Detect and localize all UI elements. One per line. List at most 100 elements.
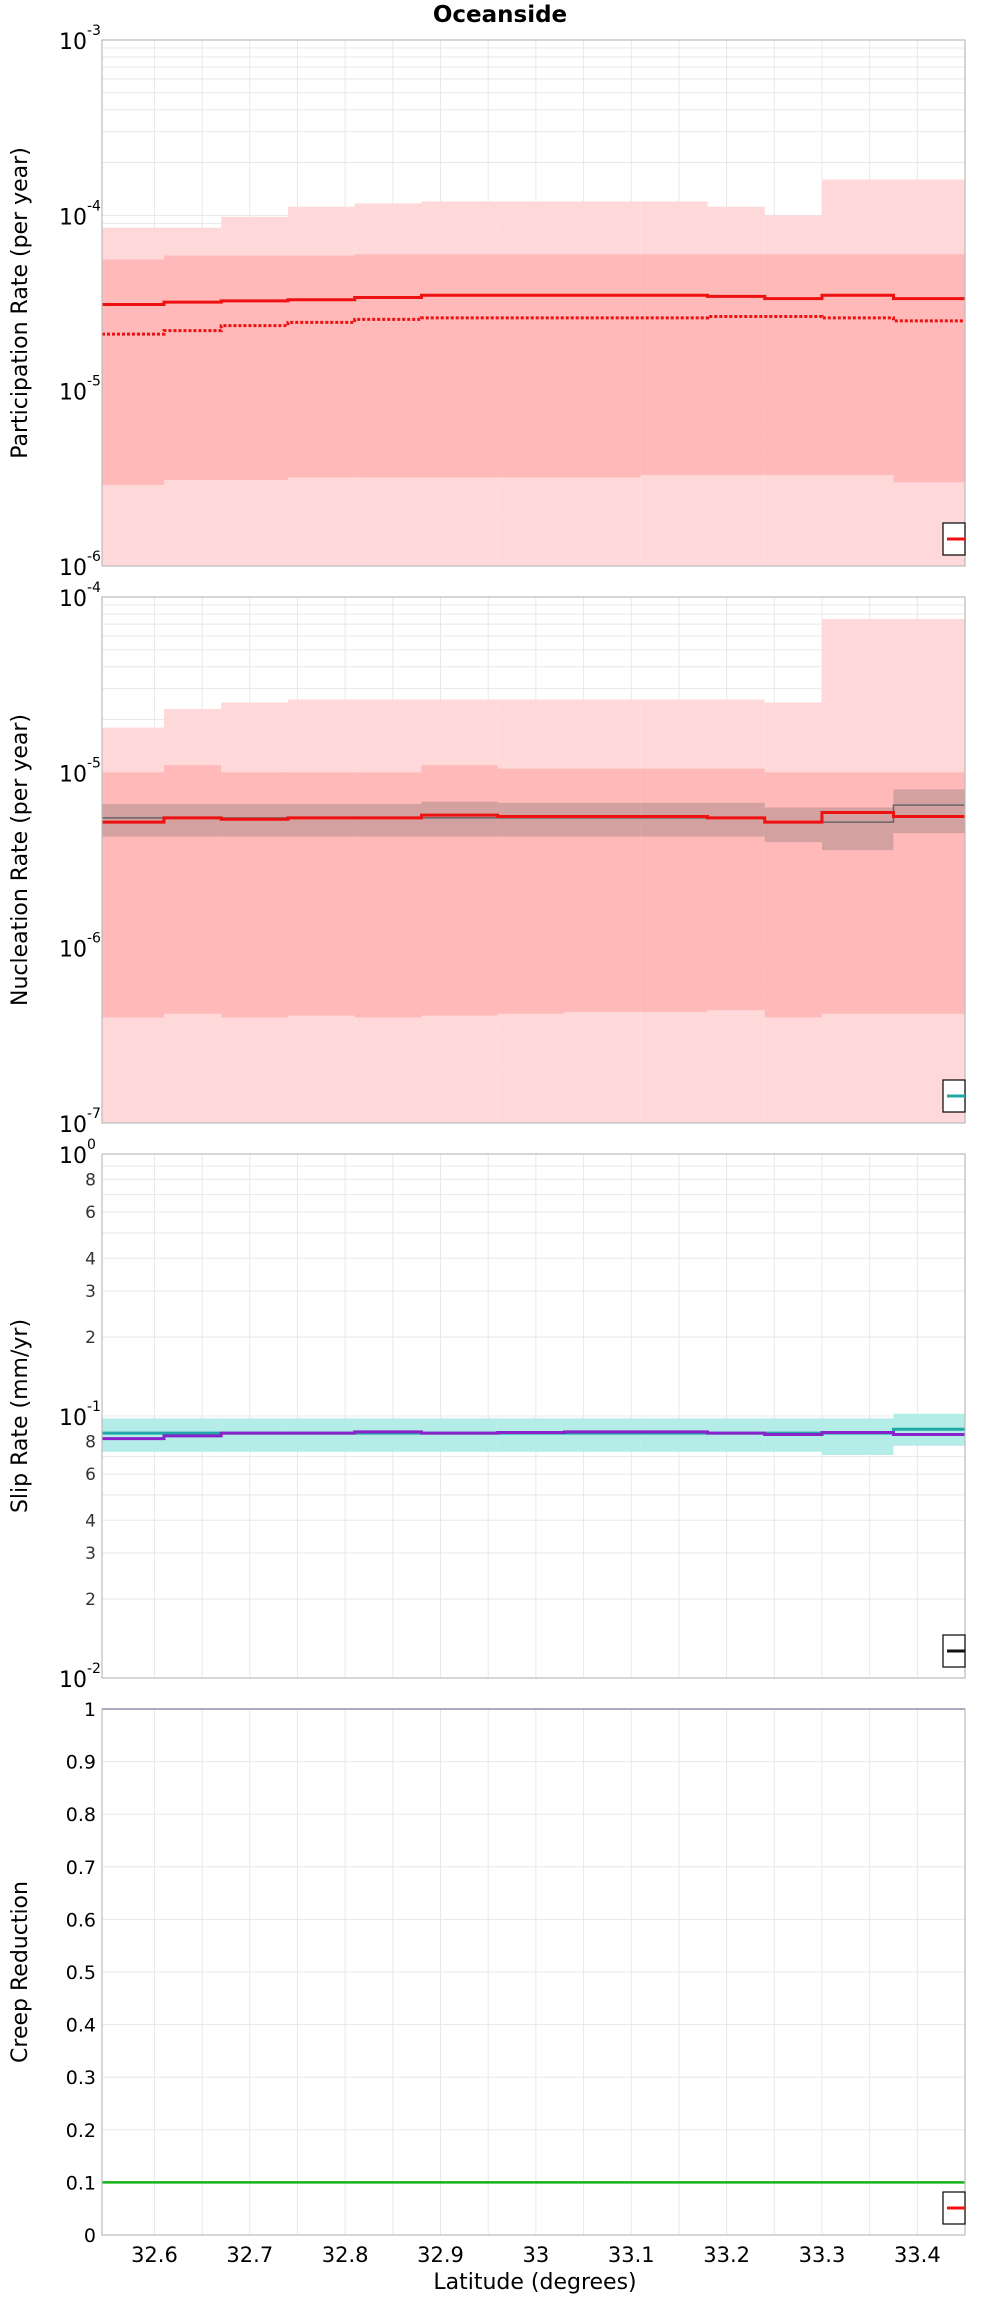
nucleation-band-segment [102, 772, 164, 1018]
slip-y-minor-tick-label: 8 [85, 1432, 96, 1452]
participation-y-tick-label: 10-3 [59, 23, 101, 55]
creep-x-tick-label: 33.3 [799, 2243, 846, 2267]
nucleation-95-bounds-band [102, 765, 965, 1018]
participation-y-tick-base: 10 [59, 30, 87, 55]
nucleation-band-segment [497, 802, 565, 837]
participation-band-segment [893, 254, 965, 483]
slip-y-tick-exp: 0 [87, 1137, 96, 1153]
creep-x-tick-label: 33.4 [894, 2243, 941, 2267]
slip-y-minor-tick-label: 2 [85, 1590, 96, 1610]
nucleation-target-bounds-band [102, 789, 965, 851]
creep-panel: 0 0.1 0.2 0.3 0.4 0.5 0.6 0.7 0.8 0.9 1 32.6 32.7 32.… [8, 1699, 966, 2267]
participation-95-bounds-band [102, 254, 965, 485]
participation-band-segment [163, 255, 222, 480]
creep-legend [942, 2191, 966, 2225]
slip-y-minor-tick-label: 6 [85, 1465, 96, 1485]
creep-x-tick-label: 32.7 [226, 2243, 273, 2267]
participation-y-tick-exp: -6 [87, 549, 101, 565]
slip-y-tick-exp: -2 [87, 1661, 101, 1677]
nucleation-y-tick-base: 10 [59, 587, 87, 612]
nucleation-band-segment [221, 772, 288, 1018]
participation-mean-line [102, 293, 965, 307]
participation-y-tick-base: 10 [59, 381, 87, 406]
participation-band-segment [707, 254, 765, 476]
slip-band-segment [102, 1418, 164, 1452]
slip-y-tick-exp: -1 [87, 1399, 101, 1415]
creep-y-tick-label: 0.3 [66, 2067, 96, 2089]
slip-grid [102, 1154, 966, 1679]
slip-y-minor-tick-label: 6 [85, 1203, 96, 1223]
slip-y-axis-label: Slip Rate (mm/yr) [8, 1319, 33, 1513]
participation-y-tick-exp: -4 [87, 198, 101, 214]
creep-y-tick-label: 0.8 [66, 1804, 96, 1826]
slip-band-segment [564, 1418, 641, 1452]
slip-target-bounds-band [102, 1413, 965, 1455]
slip-band-segment [497, 1418, 565, 1452]
nucleation-band-segment [497, 768, 565, 1014]
nucleation-y-tick-exp: -4 [87, 580, 101, 596]
creep-y-tick-label: 0.7 [66, 1857, 96, 1879]
slip-band-segment [821, 1418, 894, 1455]
creep-y-tick-label: 0.9 [66, 1752, 96, 1774]
figure-title: Oceanside [433, 2, 567, 28]
creep-frame [101, 1708, 966, 2236]
nucleation-band-segment [564, 802, 641, 837]
nucleation-band-segment [163, 803, 222, 837]
nucleation-frame [101, 596, 966, 1124]
participation-frame [101, 39, 966, 567]
participation-y-tick-label: 10-6 [59, 549, 101, 581]
slip-y-tick-label: 10-2 [59, 1661, 101, 1693]
slip-band-segment [421, 1418, 498, 1452]
creep-y-tick-label: 0.1 [66, 2172, 96, 2194]
slip-y-tick-base: 10 [59, 1406, 87, 1431]
nucleation-y-tick-base: 10 [59, 1113, 87, 1138]
creep-y-tick-label: 0.5 [66, 1962, 96, 1984]
nucleation-band-segment [354, 803, 422, 837]
slip-band-segment [354, 1418, 422, 1452]
participation-y-tick-base: 10 [59, 556, 87, 581]
participation-band-segment [564, 254, 641, 478]
participation-band-segment [287, 255, 355, 478]
slip-frame [101, 1153, 966, 1679]
participation-y-tick-base: 10 [59, 205, 87, 230]
nucleation-y-tick-label: 10-4 [59, 580, 101, 612]
participation-band-segment [102, 259, 164, 485]
nucleation-y-tick-base: 10 [59, 938, 87, 963]
nucleation-band-segment [640, 768, 708, 1012]
nucleation-y-tick-base: 10 [59, 762, 87, 787]
nucleation-band-segment [163, 765, 222, 1014]
nucleation-y-tick-exp: -6 [87, 931, 101, 947]
creep-x-tick-label: 32.6 [131, 2243, 178, 2267]
slip-y-tick-base: 10 [59, 1668, 87, 1693]
nucleation-band-segment [821, 807, 894, 851]
nucleation-band-segment [102, 803, 164, 837]
slip-y-tick-label: 10-1 [59, 1399, 101, 1431]
slip-y-minor-tick-label: 4 [85, 1249, 96, 1269]
nucleation-y-tick-label: 10-6 [59, 931, 101, 963]
nucleation-y-tick-exp: -7 [87, 1106, 101, 1122]
nucleation-band-segment [764, 772, 822, 1018]
creep-x-tick-label: 33.1 [608, 2243, 655, 2267]
nucleation-legend [942, 1079, 966, 1113]
nucleation-y-tick-label: 10-7 [59, 1106, 101, 1138]
nucleation-y-axis-label: Nucleation Rate (per year) [8, 714, 33, 1006]
nucleation-band-segment [287, 803, 355, 837]
slip-y-minor-tick-label: 8 [85, 1170, 96, 1190]
slip-y-minor-tick-label: 3 [85, 1544, 96, 1564]
creep-x-tick-label: 32.9 [417, 2243, 464, 2267]
creep-x-tick-label: 32.8 [322, 2243, 369, 2267]
creep-x-tick-label: 33.2 [703, 2243, 750, 2267]
nucleation-band-segment [764, 807, 822, 843]
participation-band-segment [640, 254, 708, 476]
participation-y-axis-label: Participation Rate (per year) [8, 147, 33, 459]
slip-solution-line [102, 1430, 965, 1441]
participation-y-tick-label: 10-5 [59, 374, 101, 406]
slip-y-minor-tick-label: 4 [85, 1511, 96, 1531]
participation-band-segment [821, 254, 894, 476]
participation-band-segment [497, 254, 565, 478]
creep-y-tick-label: 0 [84, 2225, 96, 2247]
